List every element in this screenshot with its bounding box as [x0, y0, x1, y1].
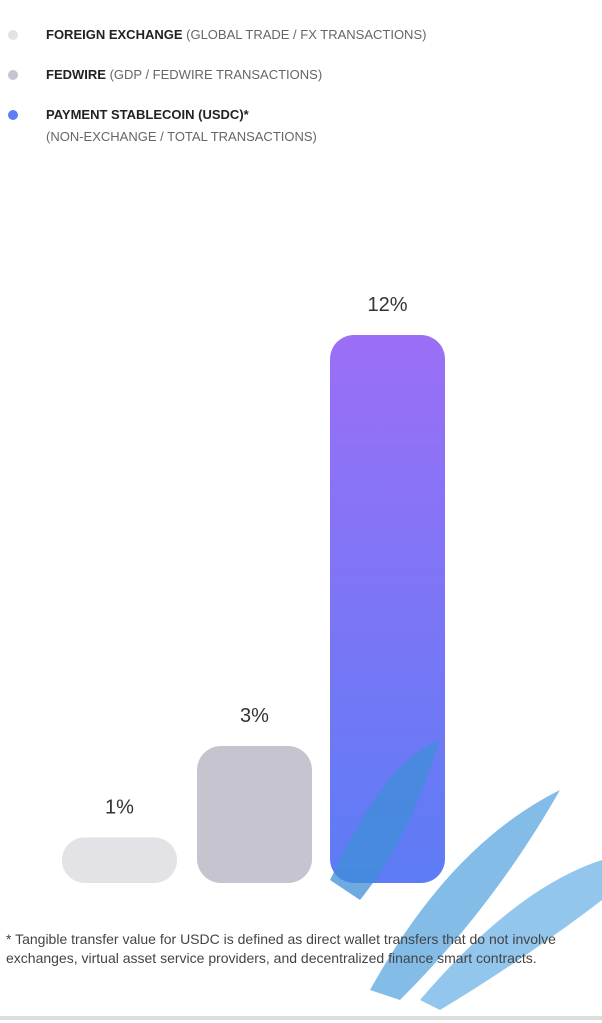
legend-note: (NON-EXCHANGE / TOTAL TRANSACTIONS)	[46, 129, 317, 144]
legend-name: PAYMENT STABLECOIN (USDC)*	[46, 107, 249, 122]
legend-dot	[8, 30, 18, 40]
legend-note: (GDP / FEDWIRE TRANSACTIONS)	[109, 67, 323, 82]
legend: FOREIGN EXCHANGE (GLOBAL TRADE / FX TRAN…	[8, 24, 588, 166]
legend-dot	[8, 70, 18, 80]
bar	[197, 746, 312, 883]
watermark	[330, 740, 602, 1010]
value-label: 3%	[240, 705, 269, 727]
value-label: 1%	[105, 796, 134, 818]
legend-name: FOREIGN EXCHANGE	[46, 27, 183, 42]
bar	[330, 335, 445, 883]
legend-item: FEDWIRE (GDP / FEDWIRE TRANSACTIONS)	[8, 64, 588, 86]
legend-name: FEDWIRE	[46, 67, 106, 82]
bar	[62, 837, 177, 883]
legend-dot	[8, 110, 18, 120]
divider	[0, 1016, 602, 1020]
legend-note: (GLOBAL TRADE / FX TRANSACTIONS)	[186, 27, 427, 42]
legend-item: PAYMENT STABLECOIN (USDC)* (NON-EXCHANGE …	[8, 104, 588, 148]
legend-item: FOREIGN EXCHANGE (GLOBAL TRADE / FX TRAN…	[8, 24, 588, 46]
value-label: 12%	[367, 294, 407, 316]
footnote: * Tangible transfer value for USDC is de…	[6, 931, 556, 966]
